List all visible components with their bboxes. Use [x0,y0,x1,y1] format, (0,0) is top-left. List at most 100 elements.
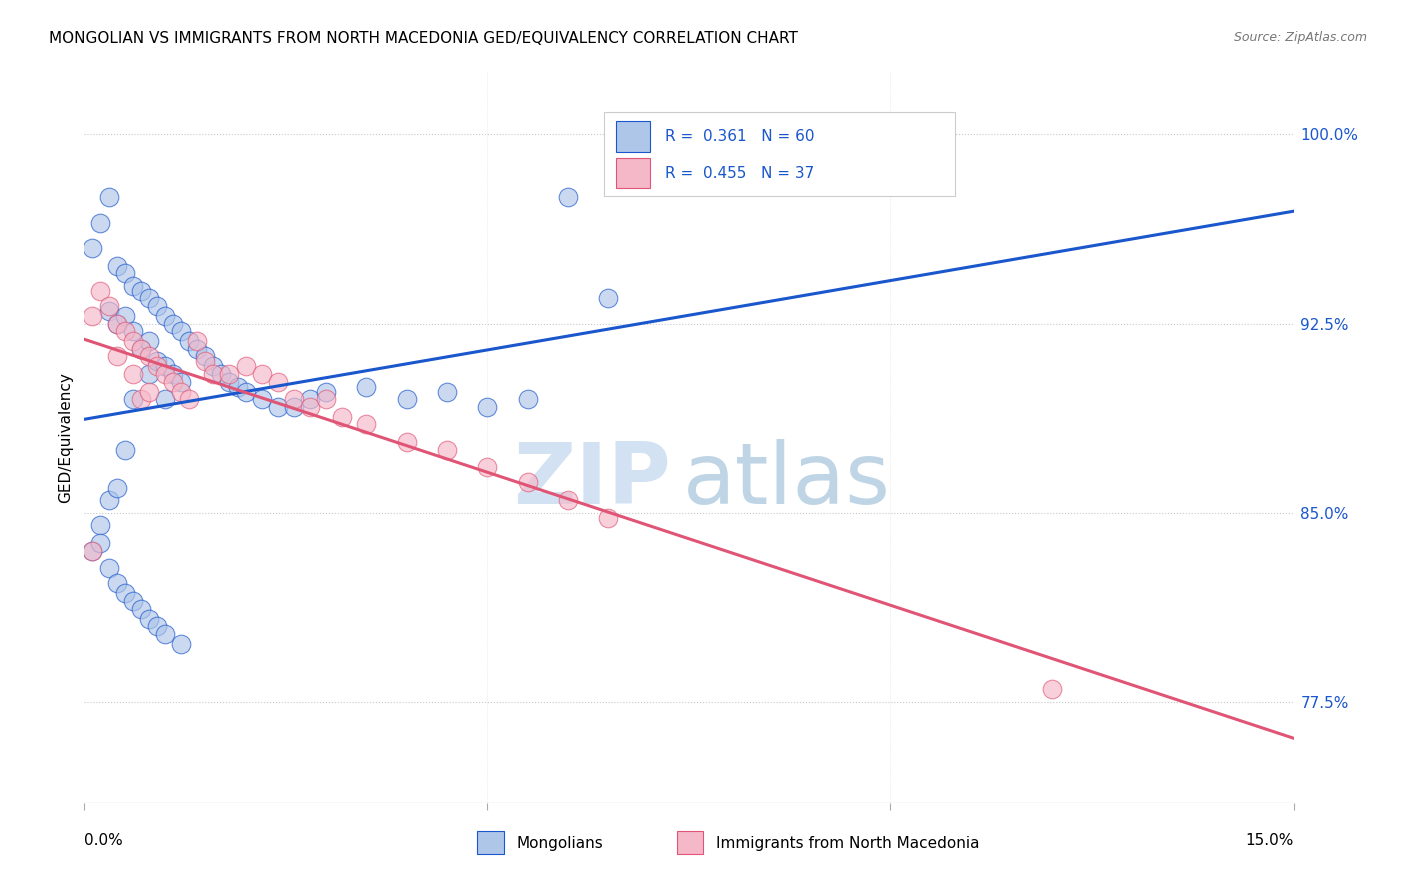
Point [267,375,290,389]
Point [97,493,120,508]
Point [170,324,193,338]
Point [105,317,128,331]
Point [315,384,337,399]
Point [146,299,169,313]
Point [97,190,120,204]
Point [395,435,418,450]
Point [129,601,152,615]
Point [162,375,184,389]
Point [299,400,322,414]
Point [97,304,120,318]
Point [121,367,143,381]
Point [129,284,152,298]
Point [105,259,128,273]
Point [436,384,458,399]
Point [138,612,160,626]
Point [598,291,620,305]
Point [356,417,378,432]
Point [97,561,120,575]
Text: Source: ZipAtlas.com: Source: ZipAtlas.com [1233,31,1367,45]
Point [162,367,184,381]
Point [129,342,152,356]
Point [283,392,305,407]
Point [121,334,143,349]
Point [162,317,184,331]
Point [395,392,418,407]
Point [218,367,240,381]
Point [170,375,193,389]
Point [1040,682,1063,697]
Point [179,392,201,407]
Point [121,594,143,608]
Point [267,400,290,414]
Point [598,510,620,524]
Point [202,367,225,381]
Point [250,392,273,407]
Point [194,350,217,364]
Text: Mongolians: Mongolians [516,836,603,851]
Point [114,324,136,338]
Point [226,379,249,393]
Point [138,291,160,305]
Point [138,384,160,399]
Point [138,334,160,349]
Point [235,384,257,399]
Point [121,392,143,407]
Point [129,342,152,356]
Point [82,543,104,558]
Point [114,266,136,280]
Point [153,367,176,381]
Point [105,481,128,495]
Point [516,392,538,407]
Point [114,309,136,323]
Text: Immigrants from North Macedonia: Immigrants from North Macedonia [716,836,979,851]
Point [121,324,143,338]
Point [186,342,208,356]
Y-axis label: GED/Equivalency: GED/Equivalency [58,372,73,502]
Text: R =  0.455   N = 37: R = 0.455 N = 37 [665,166,814,180]
Point [146,359,169,374]
Point [153,627,176,641]
Point [97,299,120,313]
Point [330,409,353,424]
Point [209,367,232,381]
FancyBboxPatch shape [616,121,650,152]
Point [153,359,176,374]
Point [138,350,160,364]
Point [170,384,193,399]
Point [89,536,111,550]
Point [283,400,305,414]
Point [114,586,136,600]
FancyBboxPatch shape [478,830,503,854]
Point [477,460,499,475]
Text: MONGOLIAN VS IMMIGRANTS FROM NORTH MACEDONIA GED/EQUIVALENCY CORRELATION CHART: MONGOLIAN VS IMMIGRANTS FROM NORTH MACED… [49,31,799,46]
Point [121,278,143,293]
Point [82,241,104,255]
Point [82,543,104,558]
Point [129,392,152,407]
Point [194,354,217,368]
Point [356,379,378,393]
Point [105,576,128,591]
FancyBboxPatch shape [605,112,955,195]
Point [138,367,160,381]
Text: atlas: atlas [683,440,891,523]
Point [557,190,579,204]
Point [89,284,111,298]
Text: 15.0%: 15.0% [1246,833,1294,848]
Point [436,442,458,457]
Point [153,309,176,323]
Point [299,392,322,407]
Point [153,392,176,407]
Text: 0.0%: 0.0% [84,833,124,848]
Point [170,637,193,651]
Point [82,309,104,323]
Point [218,375,240,389]
Point [315,392,337,407]
Point [477,400,499,414]
Text: ZIP: ZIP [513,440,671,523]
Point [105,317,128,331]
Point [146,619,169,633]
Point [202,359,225,374]
FancyBboxPatch shape [616,158,650,188]
